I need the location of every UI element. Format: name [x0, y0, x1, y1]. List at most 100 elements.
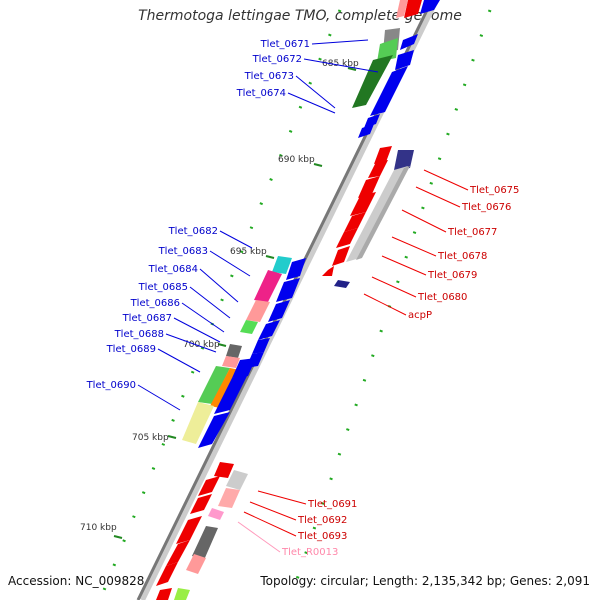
- reverse-gene-i: [190, 494, 212, 514]
- gene-label: Tlet_0675: [469, 185, 519, 196]
- gene-label: acpP: [408, 310, 432, 321]
- leader-line: [209, 250, 251, 277]
- leader-line: [295, 75, 336, 109]
- scale-label: 695 kbp: [230, 247, 267, 257]
- gene-tlet-0676-edge: [356, 166, 410, 260]
- leader-line: [303, 58, 379, 73]
- gene-tlet-0689: [222, 356, 240, 368]
- gene-tlet-0683: [254, 270, 282, 302]
- gene-label: Tlet_0674: [236, 88, 286, 99]
- gene-tlet-0682: [272, 256, 292, 274]
- leader-line: [415, 186, 461, 208]
- gene-top-red: [404, 0, 422, 18]
- gene-label: Tlet_0677: [447, 227, 497, 238]
- gene-tlet-0672-feature: [352, 55, 393, 108]
- scale-tick: [313, 163, 323, 167]
- scale-label: 700 kbp: [183, 340, 220, 350]
- reverse-gene-f: [336, 228, 358, 248]
- rna-gene-label: Tlet_R0013: [281, 547, 338, 558]
- leader-line: [391, 236, 437, 257]
- gene-top-pink: [396, 0, 408, 18]
- gene-label: Tlet_0688: [114, 329, 164, 340]
- reverse-gene-c: [358, 176, 380, 198]
- right-leader-lines: [243, 169, 469, 537]
- leader-line: [381, 255, 427, 276]
- leader-line: [423, 169, 469, 191]
- scale-tick: [167, 435, 177, 439]
- leader-line: [137, 384, 181, 411]
- gene-tlet-0675: [394, 150, 414, 170]
- gene-bottom-gray: [192, 526, 218, 560]
- gene-label: Tlet_0679: [427, 270, 477, 281]
- leader-line: [363, 293, 407, 316]
- leader-line: [173, 317, 221, 343]
- right-gene-labels: Tlet_0675 Tlet_0676 Tlet_0677 Tlet_0678 …: [297, 185, 519, 542]
- scale-tick: [217, 343, 227, 347]
- gene-tlet-0685: [246, 300, 270, 322]
- accession-text: Accession: NC_009828: [8, 574, 145, 588]
- gene-bottom-red: [156, 588, 172, 600]
- scale-label: 710 kbp: [80, 523, 117, 533]
- gene-label: Tlet_0691: [307, 499, 357, 510]
- left-gene-labels: Tlet_0671 Tlet_0672 Tlet_0673 Tlet_0674 …: [86, 39, 310, 391]
- gene-label: Tlet_0676: [461, 202, 511, 213]
- reverse-gene-g: [332, 246, 350, 266]
- leader-line: [181, 302, 225, 333]
- leader-line: [157, 348, 201, 373]
- gene-tlet-0692: [226, 470, 248, 490]
- gene-tlet-0691: [214, 462, 234, 478]
- forward-gene-f: [286, 258, 306, 280]
- gene-label: Tlet_0693: [297, 531, 347, 542]
- gene-tlet-0690-green: [198, 366, 230, 404]
- left-leader-lines: [137, 39, 379, 411]
- forward-gene-j: [252, 338, 270, 354]
- gene-cluster-top: [352, 0, 440, 138]
- gene-tlet-0680: [322, 266, 334, 276]
- gene-top-blue: [420, 0, 440, 14]
- reverse-gene-l: [156, 562, 178, 586]
- leader-line: [199, 268, 239, 303]
- forward-gene-a: [400, 34, 418, 50]
- reverse-gene-d: [350, 192, 376, 216]
- scale-ticks: [113, 67, 357, 539]
- gene-tlet-0690-yellow: [182, 402, 214, 444]
- gene-cluster-middle-right: [322, 146, 414, 288]
- gene-label: Tlet_0692: [297, 515, 347, 526]
- forward-gene-g: [276, 278, 300, 302]
- scale-labels: 685 kbp 690 kbp 695 kbp 700 kbp 705 kbp …: [80, 59, 359, 533]
- gene-tlet-0688: [226, 344, 242, 358]
- gene-label: Tlet_0671: [260, 39, 310, 50]
- reverse-gene-b: [368, 160, 388, 178]
- reverse-gene-k: [166, 540, 190, 566]
- reverse-gene-a: [374, 146, 392, 164]
- gene-cluster-lower-left: [182, 344, 256, 448]
- leader-line: [287, 92, 336, 114]
- forward-gene-b: [395, 50, 414, 70]
- gene-label: Tlet_0690: [86, 380, 136, 391]
- genome-summary-text: Topology: circular; Length: 2,135,342 bp…: [260, 574, 590, 588]
- scale-tick: [347, 67, 357, 71]
- forward-gene-i: [258, 320, 280, 340]
- scale-tick: [113, 535, 123, 539]
- leader-line: [371, 276, 417, 298]
- gene-tlet-0687: [240, 320, 258, 334]
- scale-label: 685 kbp: [322, 59, 359, 69]
- gene-label: Tlet_0678: [437, 251, 487, 262]
- gene-label: Tlet_0684: [148, 264, 198, 275]
- leader-line: [219, 230, 253, 249]
- forward-gene-n: [198, 412, 230, 448]
- forward-gene-l: [232, 358, 256, 378]
- gene-tlet-0693: [218, 488, 240, 508]
- gene-tlet-0676-track: [346, 166, 408, 262]
- leader-line: [401, 209, 447, 233]
- gene-tlet-r0013: [208, 508, 224, 520]
- gene-label: Tlet_0673: [244, 71, 294, 82]
- gene-bottom-green: [174, 588, 190, 600]
- forward-gene-d: [364, 114, 380, 128]
- reverse-gene-h: [198, 476, 220, 496]
- map-title: Thermotoga lettingae TMO, complete genom…: [138, 8, 462, 24]
- leader-line: [165, 333, 217, 353]
- gene-label: Tlet_0672: [252, 54, 302, 65]
- reverse-gene-j: [176, 516, 202, 544]
